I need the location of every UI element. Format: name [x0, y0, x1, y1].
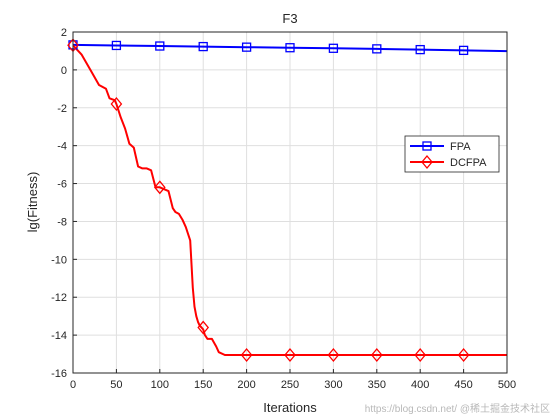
y-tick-label: -2 [57, 103, 67, 115]
marker-fpa [155, 41, 165, 51]
marker-dcfpa [414, 347, 427, 363]
marker-fpa [328, 43, 339, 53]
y-axis-label: lg(Fitness) [25, 172, 40, 233]
x-tick-label: 150 [194, 379, 212, 391]
x-tick-label: 350 [368, 379, 386, 391]
series-line-dcfpa [72, 44, 507, 356]
y-tick-label: -16 [51, 368, 67, 380]
y-tick-label: 2 [61, 27, 67, 39]
marker-fpa [285, 43, 295, 53]
legend: FPA DCFPA [404, 135, 500, 173]
marker-fpa [458, 45, 469, 56]
legend-dcfpa-label: DCFPA [450, 157, 487, 169]
y-tick-label: -8 [57, 216, 67, 228]
x-tick-label: 50 [110, 379, 122, 391]
watermark: https://blog.csdn.net/ @稀土掘金技术社区 [365, 402, 550, 415]
x-tick-label: 100 [151, 379, 169, 391]
series-lines [72, 43, 508, 356]
marker-dcfpa [457, 347, 470, 363]
marker-dcfpa [197, 320, 210, 335]
legend-fpa-label: FPA [450, 141, 471, 153]
y-tick-label: -4 [57, 141, 67, 153]
legend-box [404, 135, 500, 173]
marker-dcfpa [153, 180, 166, 195]
x-tick-label: 450 [454, 379, 472, 391]
y-tick-label: 0 [61, 65, 67, 77]
marker-fpa [241, 42, 252, 52]
marker-fpa [415, 44, 425, 55]
y-tick-label: -6 [57, 179, 67, 191]
marker-dcfpa [240, 347, 253, 363]
y-tick-label: -12 [51, 292, 67, 304]
y-axis-ticks: 2 0 -2 -4 -6 -8 -10 -12 -14 -16 [51, 27, 77, 380]
legend-dcfpa-marker [421, 154, 433, 170]
marker-dcfpa [284, 347, 296, 363]
marker-fpa [111, 40, 122, 51]
series-line-fpa [72, 43, 508, 53]
y-tick-label: -10 [51, 254, 67, 266]
marker-dcfpa [370, 347, 383, 363]
x-tick-label: 400 [411, 379, 429, 391]
marker-dcfpa [110, 96, 123, 112]
legend-fpa-marker [422, 141, 432, 151]
x-tick-label: 500 [498, 379, 516, 391]
x-axis-ticks: 0 50 100 150 200 250 300 350 400 450 500 [70, 369, 516, 391]
x-tick-label: 200 [237, 379, 255, 391]
marker-fpa [372, 44, 382, 54]
marker-dcfpa [327, 347, 340, 363]
marker-fpa [198, 41, 208, 52]
y-tick-label: -14 [51, 330, 67, 342]
x-tick-label: 250 [281, 379, 299, 391]
x-tick-label: 300 [324, 379, 342, 391]
chart-title: F3 [282, 11, 297, 26]
x-tick-label: 0 [70, 379, 76, 391]
x-axis-label: Iterations [263, 400, 317, 415]
